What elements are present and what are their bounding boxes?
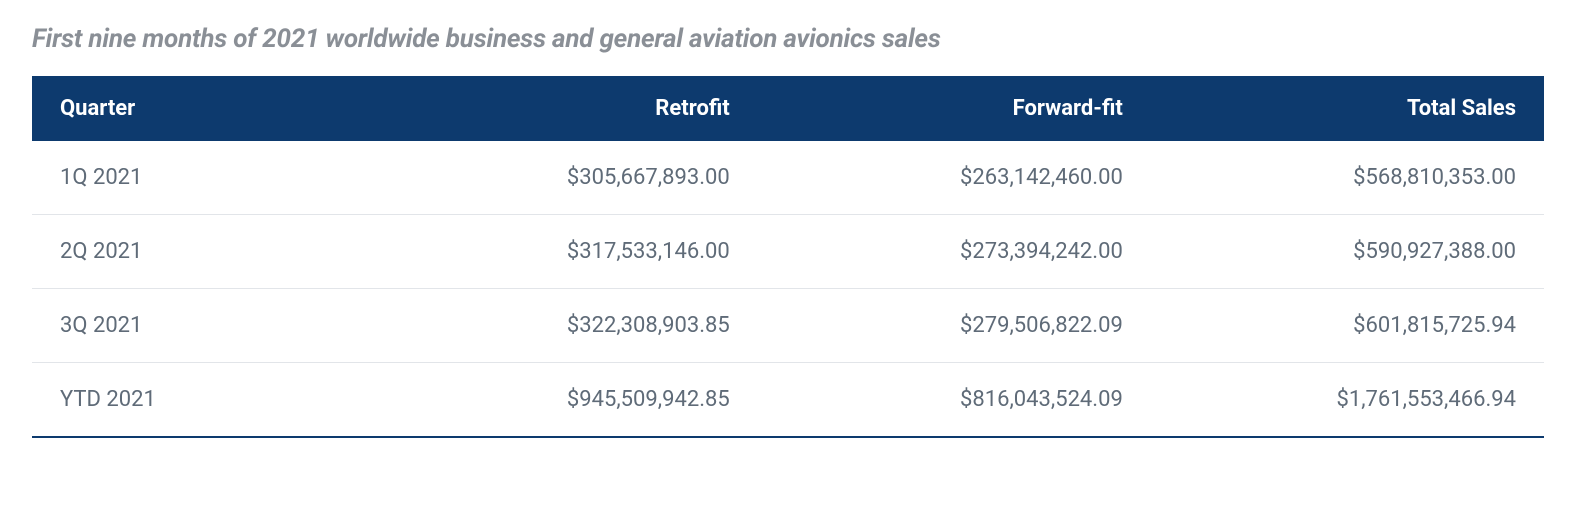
cell-retrofit: $322,308,903.85: [365, 289, 758, 363]
cell-retrofit: $945,509,942.85: [365, 363, 758, 438]
cell-retrofit: $305,667,893.00: [365, 141, 758, 215]
table-row: 2Q 2021 $317,533,146.00 $273,394,242.00 …: [32, 215, 1544, 289]
header-total-sales: Total Sales: [1151, 76, 1544, 141]
sales-table: Quarter Retrofit Forward-fit Total Sales…: [32, 76, 1544, 438]
header-quarter: Quarter: [32, 76, 365, 141]
table-header-row: Quarter Retrofit Forward-fit Total Sales: [32, 76, 1544, 141]
cell-total-sales: $601,815,725.94: [1151, 289, 1544, 363]
cell-total-sales: $1,761,553,466.94: [1151, 363, 1544, 438]
table-row: 3Q 2021 $322,308,903.85 $279,506,822.09 …: [32, 289, 1544, 363]
cell-quarter: 2Q 2021: [32, 215, 365, 289]
cell-retrofit: $317,533,146.00: [365, 215, 758, 289]
table-row: YTD 2021 $945,509,942.85 $816,043,524.09…: [32, 363, 1544, 438]
table-title: First nine months of 2021 worldwide busi…: [32, 24, 1544, 54]
header-retrofit: Retrofit: [365, 76, 758, 141]
cell-forward-fit: $279,506,822.09: [758, 289, 1151, 363]
cell-total-sales: $568,810,353.00: [1151, 141, 1544, 215]
cell-quarter: 1Q 2021: [32, 141, 365, 215]
cell-quarter: 3Q 2021: [32, 289, 365, 363]
cell-forward-fit: $816,043,524.09: [758, 363, 1151, 438]
header-forward-fit: Forward-fit: [758, 76, 1151, 141]
cell-total-sales: $590,927,388.00: [1151, 215, 1544, 289]
cell-quarter: YTD 2021: [32, 363, 365, 438]
cell-forward-fit: $263,142,460.00: [758, 141, 1151, 215]
table-row: 1Q 2021 $305,667,893.00 $263,142,460.00 …: [32, 141, 1544, 215]
cell-forward-fit: $273,394,242.00: [758, 215, 1151, 289]
